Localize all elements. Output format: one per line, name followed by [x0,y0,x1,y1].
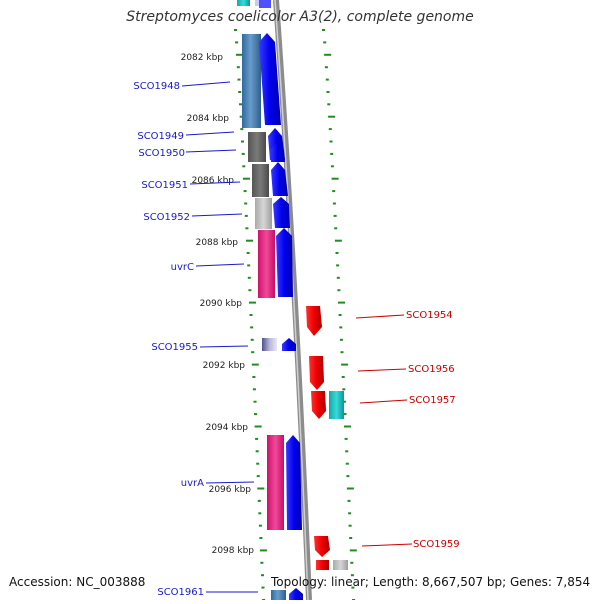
scale-label-2098: 2098 kbp [212,546,255,556]
forward-arrow-sco1961 [289,588,303,600]
leader-sco1949 [185,131,235,136]
class-box-sco1952 [255,198,272,229]
forward-arrow-sco1951 [271,162,288,196]
scale-labels: 2082 kbp 2084 kbp 2086 kbp 2088 kbp 2090… [181,53,255,556]
right-gene-labels: SCO1954 SCO1956 SCO1957 SCO1959 [406,310,460,550]
leader-sco1954 [355,314,405,319]
leader-sco1950 [185,149,237,153]
gene-label-sco1955[interactable]: SCO1955 [151,342,198,353]
map-title: Streptomyces coelicolor A3(2), complete … [126,9,474,25]
class-box-sco1951 [252,164,269,197]
gene-label-sco1948[interactable]: SCO1948 [133,81,180,92]
reverse-strand-arrows [306,306,348,570]
gene-label-sco1961[interactable]: SCO1961 [157,587,204,598]
leader-sco1956 [357,368,407,372]
reverse-arrow-sco1959 [314,536,330,557]
gene-label-sco1951[interactable]: SCO1951 [141,180,188,191]
reverse-arrow-sco1954 [306,306,322,336]
scale-ticks [234,29,357,601]
genome-backbone-highlight [274,0,309,601]
scale-label-2086: 2086 kbp [192,176,235,186]
gene-label-sco1954[interactable]: SCO1954 [406,310,453,321]
left-gene-labels: SCO1948 SCO1949 SCO1950 SCO1951 SCO1952 … [133,81,204,598]
gene-label-sco1950[interactable]: SCO1950 [138,148,185,159]
accession-text: Accession: NC_003888 [9,575,146,589]
genome-summary-text: Topology: linear; Length: 8,667,507 bp; … [271,575,591,589]
genome-backbone [273,0,312,601]
forward-arrow-uvra [286,435,302,530]
gene-label-uvra[interactable]: uvrA [181,478,204,489]
reverse-arrow-bottom [316,560,329,570]
leader-sco1948 [181,81,231,87]
forward-strand-arrows [259,0,303,600]
right-leader-lines [355,314,413,547]
class-box-top [237,0,250,6]
gene-label-sco1959[interactable]: SCO1959 [413,539,460,550]
forward-arrow-sco1952 [273,197,290,228]
gene-label-sco1949[interactable]: SCO1949 [137,131,184,142]
forward-arrow-sco1948 [259,33,281,125]
leader-uvra [205,481,255,484]
class-box-sco1948 [242,34,261,128]
class-box-sco1957 [329,391,344,419]
scale-label-2084: 2084 kbp [187,114,230,124]
scale-label-2090: 2090 kbp [200,299,243,309]
leader-sco1951 [189,181,241,185]
scale-label-2088: 2088 kbp [196,238,239,248]
class-box-sco1961 [271,590,286,600]
forward-arrow-top [259,0,271,8]
gene-label-uvrc[interactable]: uvrC [171,262,194,273]
forward-arrow-sco1955 [282,338,296,351]
leader-sco1952 [191,213,243,217]
scale-label-2082: 2082 kbp [181,53,224,63]
class-box-sco1955 [262,338,277,351]
gene-label-sco1957[interactable]: SCO1957 [409,395,456,406]
leader-uvrc [195,263,245,267]
gene-label-sco1952[interactable]: SCO1952 [143,212,190,223]
scale-label-2094: 2094 kbp [206,423,249,433]
class-box-sco1959 [333,560,348,570]
leader-sco1955 [199,345,249,348]
class-box-uvra [267,435,284,530]
class-box-sco1949 [248,132,266,162]
reverse-arrow-sco1956 [309,356,324,390]
class-box-uvrc [258,230,275,298]
gene-class-boxes [237,0,286,600]
leader-sco1957 [359,399,408,404]
left-leader-lines [181,81,258,593]
reverse-arrow-sco1957 [311,391,326,419]
leader-sco1959 [361,543,413,547]
scale-label-2092: 2092 kbp [203,361,246,371]
forward-arrow-uvrc [276,228,293,297]
forward-arrow-sco1950 [270,143,285,162]
scale-label-2096: 2096 kbp [209,485,252,495]
gene-label-sco1956[interactable]: SCO1956 [408,364,455,375]
